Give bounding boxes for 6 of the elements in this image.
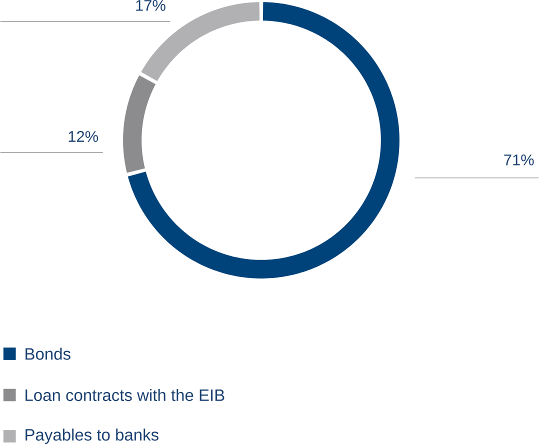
data-label: 17%: [136, 0, 166, 11]
legend-label: Payables to banks: [26, 428, 158, 444]
legend-label: Bonds: [26, 348, 70, 360]
data-label: 12%: [68, 131, 98, 142]
data-label: 71%: [504, 154, 534, 166]
legend-label: Loan contracts with the EIB: [26, 388, 224, 402]
